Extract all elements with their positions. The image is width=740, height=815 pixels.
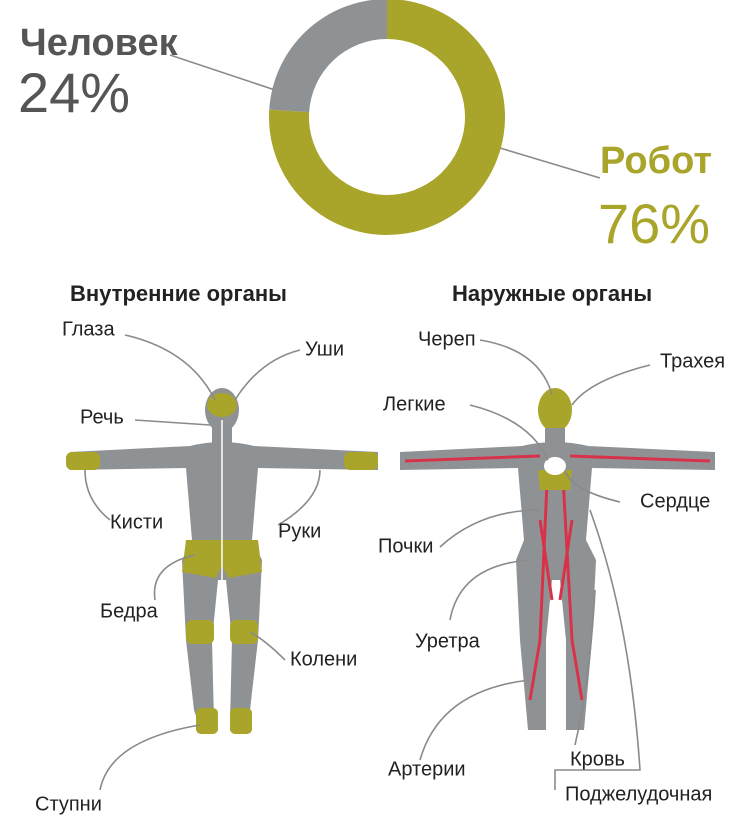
body-external — [400, 388, 715, 730]
donut-segment — [269, 0, 387, 112]
organ-label: Артерии — [388, 758, 466, 780]
value-label: 24% — [18, 61, 130, 124]
value-label: 76% — [598, 192, 710, 255]
organ-label: Уши — [305, 338, 344, 360]
organ-label: Трахея — [660, 350, 725, 372]
diagram-title: Внутренние органы — [70, 281, 287, 306]
organ-label: Кровь — [570, 748, 625, 770]
organ-label: Почки — [378, 535, 433, 557]
organ-label: Глаза — [62, 318, 115, 340]
category-label: Робот — [600, 140, 712, 182]
organ-label: Ступни — [35, 793, 102, 815]
organ-label: Легкие — [383, 393, 446, 415]
organ-label: Руки — [278, 520, 321, 542]
diagram-title: Наружные органы — [452, 281, 652, 306]
organ-label: Сердце — [640, 490, 710, 512]
infographic: Человек24% Робот 76% Внутренние органы Глаза… — [0, 0, 740, 815]
organ-label: Череп — [418, 328, 476, 350]
organ-label: Уретра — [415, 630, 481, 652]
organ-label: Бедра — [100, 600, 159, 622]
category-label: Человек — [20, 22, 179, 64]
organ-label: Кисти — [110, 511, 163, 533]
organ-label: Речь — [80, 406, 124, 428]
organ-label: Поджелудочная — [565, 783, 712, 805]
body-internal — [66, 388, 378, 734]
organ-label: Колени — [290, 648, 357, 670]
